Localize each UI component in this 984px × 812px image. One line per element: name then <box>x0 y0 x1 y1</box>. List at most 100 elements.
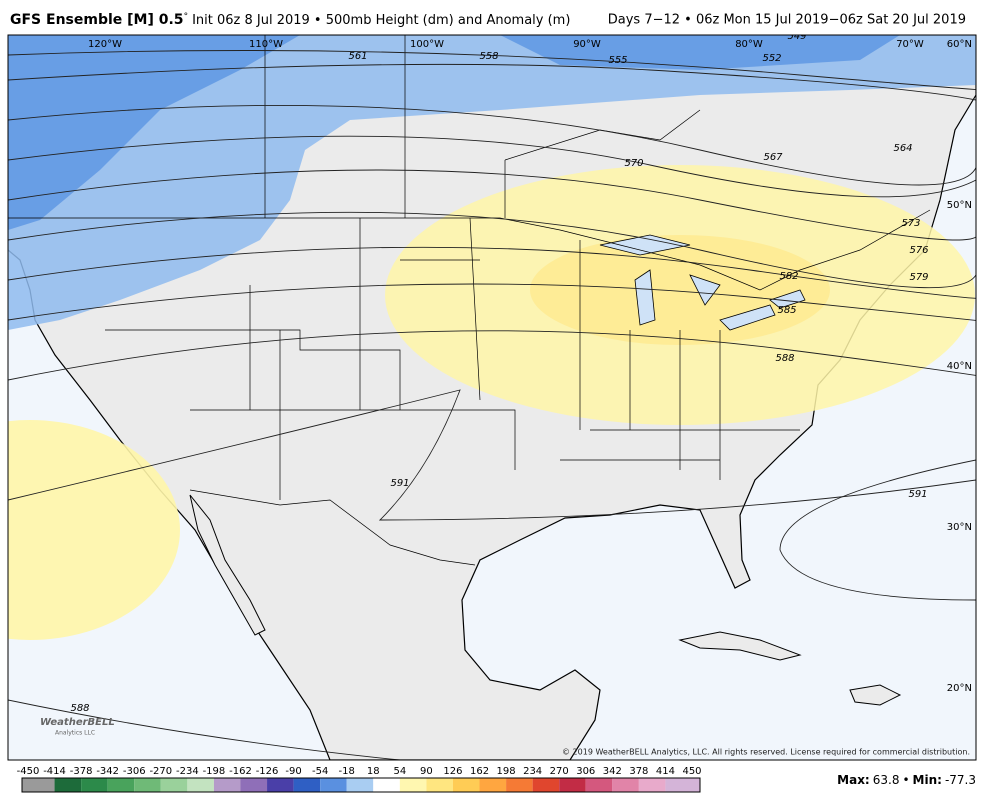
latitude-label: 40°N <box>947 361 972 372</box>
colorbar-tick-label: -54 <box>312 766 328 777</box>
colorbar-swatch <box>293 778 321 792</box>
colorbar-swatch <box>665 778 700 792</box>
colorbar-tick-label: -162 <box>229 766 252 777</box>
colorbar-tick-label: 234 <box>523 766 542 777</box>
map: 120°W 110°W 100°W 90°W 80°W 70°W 60°N 50°N 40°N 3… <box>8 31 976 760</box>
great-lakes <box>599 234 806 331</box>
contour-label: 552 <box>762 53 781 64</box>
min-label: Min: <box>913 773 942 787</box>
colorbar-frame <box>21 777 701 793</box>
longitude-label: 100°W <box>410 39 444 50</box>
colorbar-tick-label: 342 <box>603 766 622 777</box>
colorbar-tick-label: 126 <box>443 766 462 777</box>
colorbar-swatch <box>187 778 214 792</box>
colorbar-tick-label: 450 <box>682 766 701 777</box>
longitude-label: 120°W <box>88 39 122 50</box>
colorbar-tick-label: -234 <box>176 766 199 777</box>
colorbar-tick-label: -450 <box>17 766 40 777</box>
height-contours <box>8 50 976 760</box>
hispaniola <box>849 684 902 706</box>
map-labels: 120°W 110°W 100°W 90°W 80°W 70°W 60°N 50°N 40°N 3… <box>70 31 972 714</box>
colorbar-swatch <box>81 778 108 792</box>
contour-label: 573 <box>901 218 920 229</box>
colorbar: -450 -414 -378 -342 -306 -270 -234 -198 -162 -126… <box>17 766 702 793</box>
colorbar-swatch <box>559 778 586 792</box>
colorbar-swatch <box>160 778 188 792</box>
contour-label: 591 <box>390 478 409 489</box>
colorbar-swatch <box>506 778 533 792</box>
contour-label: 549 <box>787 31 806 42</box>
contour-label: 585 <box>777 305 796 316</box>
colorbar-tick-label: 90 <box>420 766 433 777</box>
contour-label: 561 <box>348 51 367 62</box>
separator: • <box>902 773 909 787</box>
colorbar-swatch <box>213 778 241 792</box>
colorbar-swatch <box>373 778 400 792</box>
borders <box>8 35 931 566</box>
colorbar-swatch <box>54 778 82 792</box>
colorbar-swatch <box>638 778 666 792</box>
contour-label: 564 <box>893 143 912 154</box>
colorbar-tick-label: -306 <box>123 766 146 777</box>
max-label: Max: <box>837 773 870 787</box>
min-value: -77.3 <box>945 773 976 787</box>
colorbar-tick-label: -414 <box>43 766 66 777</box>
logo: WeatherBELL <box>40 717 115 728</box>
colorbar-tick-label: 270 <box>550 766 569 777</box>
colorbar-tick-label: -18 <box>339 766 355 777</box>
colorbar-tick-label: -126 <box>256 766 279 777</box>
degree: ° <box>184 12 189 22</box>
contour-label: 570 <box>624 158 643 169</box>
colorbar-tick-label: -378 <box>70 766 93 777</box>
title-bold: GFS Ensemble [M] 0.5 <box>10 12 184 28</box>
header: GFS Ensemble [M] 0.5° Init 06z 8 Jul 2019… <box>10 12 570 29</box>
colorbar-tick-label: -342 <box>96 766 119 777</box>
logo-sub: Analytics LLC <box>55 730 95 737</box>
colorbar-swatch <box>612 778 639 792</box>
colorbar-swatch <box>346 778 374 792</box>
colorbar-tick-label: 306 <box>576 766 595 777</box>
colorbar-swatch <box>134 778 161 792</box>
colorbar-swatch <box>22 778 55 792</box>
contour-label: 591 <box>908 489 927 500</box>
latitude-label: 20°N <box>947 683 972 694</box>
colorbar-tick-label: 162 <box>470 766 489 777</box>
colorbar-swatch <box>532 778 560 792</box>
latitude-label: 60°N <box>947 39 972 50</box>
colorbar-tick-label: 414 <box>656 766 675 777</box>
baja <box>189 494 266 636</box>
contour-label: 579 <box>909 272 928 283</box>
longitude-label: 110°W <box>249 39 283 50</box>
positive-anomaly-west <box>8 420 180 640</box>
colorbar-tick-label: 18 <box>367 766 380 777</box>
longitude-label: 70°W <box>896 39 924 50</box>
colorbar-swatch <box>426 778 453 792</box>
contour-label: 555 <box>608 55 627 66</box>
colorbar-tick-label: 198 <box>497 766 516 777</box>
colorbar-swatch <box>452 778 480 792</box>
contour-label: 582 <box>779 271 798 282</box>
latitude-label: 50°N <box>947 200 972 211</box>
longitude-label: 90°W <box>573 39 601 50</box>
colorbar-swatch <box>479 778 507 792</box>
map-frame <box>7 34 977 761</box>
contour-label: 576 <box>909 245 928 256</box>
title-rest: Init 06z 8 Jul 2019 • 500mb Height (dm) … <box>192 13 570 28</box>
longitude-label: 80°W <box>735 39 763 50</box>
negative-anomaly <box>8 35 976 330</box>
contour-label: 567 <box>763 152 783 163</box>
colorbar-swatch <box>320 778 347 792</box>
colorbar-tick-label: -90 <box>285 766 301 777</box>
colorbar-swatch <box>585 778 613 792</box>
stats: Max: 63.8 • Min: -77.3 <box>837 773 976 787</box>
valid-time: Days 7−12 • 06z Mon 15 Jul 2019−06z Sat … <box>608 13 966 28</box>
colorbar-swatch <box>399 778 427 792</box>
latitude-label: 30°N <box>947 522 972 533</box>
colorbar-swatch <box>240 778 268 792</box>
strong-negative-anomaly <box>8 35 900 230</box>
contour-label: 588 <box>70 703 89 714</box>
strong-positive-anomaly <box>530 235 830 345</box>
colorbar-tick-label: -270 <box>149 766 172 777</box>
colorbar-tick-label: 54 <box>393 766 406 777</box>
